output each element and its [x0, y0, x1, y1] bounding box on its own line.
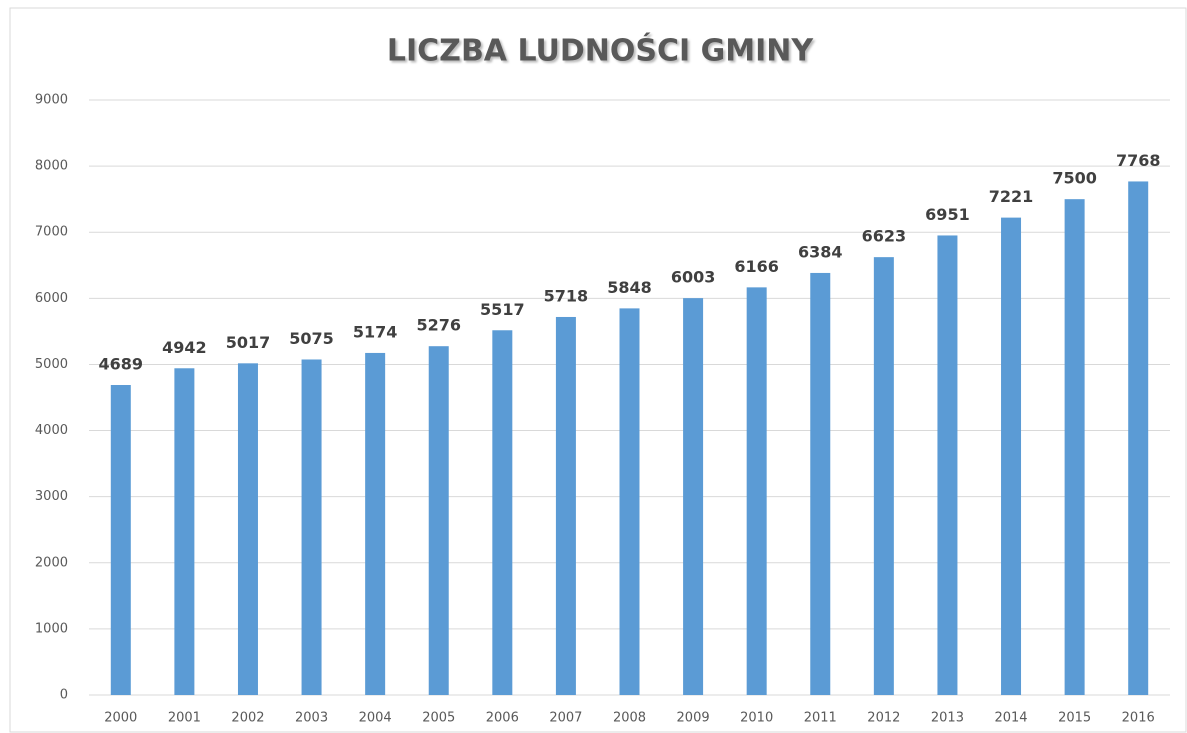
data-label: 7768 [1116, 151, 1161, 170]
y-tick-label: 9000 [35, 93, 68, 108]
data-label: 5517 [480, 300, 525, 319]
x-tick-label: 2003 [295, 711, 328, 726]
bar [1001, 217, 1022, 695]
y-tick-label: 0 [60, 688, 68, 703]
data-label: 5174 [353, 322, 398, 341]
chart-frame [9, 7, 1187, 733]
y-tick-label: 2000 [35, 555, 68, 570]
bar [492, 330, 513, 695]
x-tick-label: 2007 [549, 711, 582, 726]
data-label: 7221 [989, 187, 1034, 206]
y-tick-label: 1000 [35, 621, 68, 636]
bar [110, 385, 131, 695]
data-label: 7500 [1052, 169, 1097, 188]
bar [174, 368, 195, 695]
data-label: 4942 [162, 338, 207, 357]
data-label: 6623 [862, 227, 907, 246]
bar [619, 308, 640, 695]
data-label: 6003 [671, 268, 716, 287]
x-tick-label: 2014 [994, 711, 1027, 726]
x-tick-label: 2008 [613, 711, 646, 726]
x-tick-label: 2011 [804, 711, 837, 726]
x-tick-label: 2002 [231, 711, 264, 726]
x-tick-label: 2004 [359, 711, 392, 726]
chart-title: LICZBA LUDNOŚCI GMINY [387, 32, 814, 69]
x-tick-label: 2012 [867, 711, 900, 726]
x-tick-label: 2016 [1122, 711, 1155, 726]
data-label: 4689 [99, 355, 144, 374]
y-tick-label: 4000 [35, 423, 68, 438]
x-tick-label: 2010 [740, 711, 773, 726]
data-label: 6951 [925, 205, 970, 224]
bar [237, 363, 258, 695]
data-label: 5017 [226, 333, 271, 352]
bar [555, 316, 576, 695]
bar [937, 235, 958, 695]
y-tick-label: 6000 [35, 291, 68, 306]
y-tick-label: 8000 [35, 159, 68, 174]
x-tick-label: 2001 [168, 711, 201, 726]
x-tick-label: 2006 [486, 711, 519, 726]
bar [810, 272, 831, 695]
data-label: 5718 [544, 286, 589, 305]
data-label: 5075 [289, 329, 334, 348]
bar [873, 257, 894, 695]
y-tick-label: 7000 [35, 225, 68, 240]
x-tick-label: 2013 [931, 711, 964, 726]
bar [428, 346, 449, 695]
bar [746, 287, 767, 695]
x-tick-label: 2009 [677, 711, 710, 726]
bar [1064, 199, 1085, 695]
y-tick-label: 3000 [35, 489, 68, 504]
x-tick-label: 2000 [104, 711, 137, 726]
bar [683, 298, 704, 695]
x-tick-label: 2005 [422, 711, 455, 726]
y-tick-label: 5000 [35, 357, 68, 372]
bar [1128, 181, 1149, 696]
data-label: 5276 [416, 316, 461, 335]
x-tick-label: 2015 [1058, 711, 1091, 726]
data-label: 6384 [798, 242, 843, 261]
data-label: 6166 [734, 257, 779, 276]
data-label: 5848 [607, 278, 652, 297]
bar [301, 359, 322, 695]
bar [365, 352, 386, 695]
